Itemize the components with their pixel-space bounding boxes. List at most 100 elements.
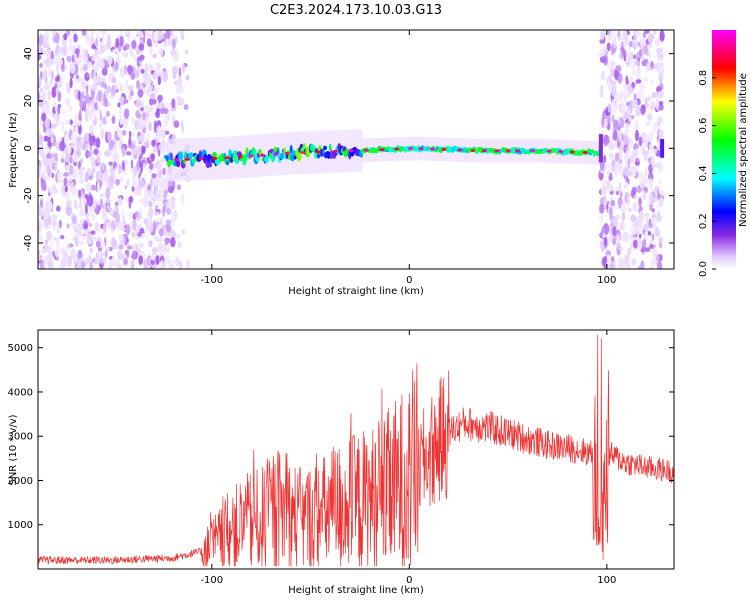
spectrogram-cell: [653, 30, 657, 33]
spectrogram-cell: [59, 30, 64, 36]
top-y-ticks: -40 -20 0 20 40: [23, 47, 674, 251]
spectrogram-cell: [95, 240, 101, 248]
spectrogram-cell: [157, 236, 163, 243]
spectrogram-cell: [168, 185, 174, 194]
spectrogram-cell: [143, 189, 149, 197]
spectrogram-cell: [608, 163, 612, 173]
spectrogram-cell: [610, 127, 613, 132]
top-x-ticks: -100 0 100: [200, 30, 616, 286]
spectrogram-cell: [108, 102, 111, 107]
spectrogram-cell: [94, 236, 97, 241]
spectrogram-cell: [607, 30, 611, 36]
y-tick-label: 20: [23, 95, 34, 108]
spectrogram-cell: [656, 231, 661, 236]
y-tick-label: 4000: [8, 387, 33, 398]
spectrogram-cell: [49, 163, 53, 170]
spectrogram-cell: [70, 124, 75, 131]
spectrogram-cell: [157, 75, 161, 86]
spectrogram-cell: [142, 195, 149, 208]
spectrogram-cell: [273, 152, 279, 156]
colorbar-tick-label: 0.6: [698, 118, 709, 134]
spectrogram-cell: [169, 259, 172, 268]
spectrogram-cell: [650, 258, 657, 266]
spectrogram-cell: [46, 152, 52, 159]
bottom-x-ticks: -100 0 100: [200, 330, 616, 586]
spectrogram-cell: [157, 102, 163, 110]
spectrogram-cell: [124, 30, 130, 35]
spectrogram-cell: [165, 130, 170, 135]
spectrogram-cell: [614, 205, 618, 211]
spectrogram-cell: [617, 36, 623, 41]
spectrogram-cell: [607, 103, 612, 114]
spectrogram-cell: [38, 53, 42, 61]
spectrogram-cell: [134, 69, 140, 79]
spectrogram-cell: [43, 88, 47, 101]
spectrogram-cell: [119, 67, 125, 78]
spectrogram-cell: [45, 57, 51, 67]
spectrogram-cell: [624, 254, 630, 263]
spectrogram-cell: [69, 77, 73, 89]
spectrogram-cell: [198, 157, 204, 161]
spectrogram-cell: [99, 198, 104, 208]
spectrogram-cell: [66, 255, 73, 268]
spectrogram-cell: [56, 79, 63, 89]
spectrogram-cell: [71, 121, 78, 127]
spectrogram-cell: [99, 257, 104, 265]
spectrogram-cell: [144, 63, 148, 72]
spectrogram-cell: [323, 145, 327, 151]
spectrogram-cell: [140, 233, 146, 238]
spectrogram-cell: [157, 194, 163, 207]
spectrogram-cell: [50, 188, 54, 198]
spectrogram-cell: [160, 260, 164, 266]
spectrogram-cell: [627, 92, 631, 97]
spectrogram-cell: [618, 256, 624, 267]
spectrogram-cell: [77, 90, 81, 101]
spectrogram-cell: [85, 203, 88, 215]
spectrogram-cell: [619, 221, 625, 231]
spectrogram-cell: [108, 246, 113, 252]
spectrogram-cell: [63, 33, 68, 41]
spectrogram-cell: [328, 143, 332, 151]
spectrogram-cell: [128, 210, 132, 220]
spectrogram-cell: [600, 70, 606, 80]
spectrogram-cell: [170, 237, 176, 248]
spectrogram-cell: [149, 190, 155, 201]
spectrogram-cell: [48, 48, 51, 54]
spectrogram-cell: [53, 113, 57, 124]
spectrogram-cell: [162, 192, 168, 199]
spectrogram-cell: [114, 167, 119, 172]
spectrogram-cell: [154, 103, 159, 109]
spectrogram-cell: [429, 147, 435, 151]
spectrogram-cell: [598, 212, 604, 224]
spectrogram-cell: [39, 63, 43, 68]
spectrogram-cell: [158, 47, 164, 57]
spectrogram-cell: [640, 260, 645, 269]
snr-frame: [37, 329, 675, 570]
colorbar-gradient: [712, 30, 736, 269]
spectrogram-cell: [644, 168, 648, 179]
spectrogram-cell: [94, 62, 97, 75]
spectrogram-cell: [106, 206, 112, 212]
spectrogram-cell: [648, 163, 653, 174]
spectrogram-cell: [48, 214, 51, 227]
spectrogram-cell: [647, 112, 653, 121]
spectrogram-cell: [626, 146, 629, 159]
spectrogram-cell: [110, 226, 114, 235]
spectrogram-cell: [117, 102, 121, 108]
spectrogram-cell: [137, 232, 142, 237]
spectrogram-cell: [124, 185, 128, 190]
spectrogram-cell: [95, 75, 102, 80]
spectrogram-cell: [610, 80, 617, 86]
spectrogram-cell: [130, 148, 137, 156]
spectrogram-cell: [148, 200, 153, 208]
spectrogram-cell: [128, 93, 132, 101]
spectrogram-cell: [144, 181, 148, 192]
spectrogram-cell: [613, 119, 619, 131]
spectrogram-cell: [599, 56, 606, 63]
spectrogram-cell: [167, 198, 170, 209]
spectrogram-cell: [64, 119, 69, 125]
spectrogram-cell: [119, 113, 124, 126]
spectrogram-cell: [179, 87, 185, 93]
spectrogram-cell: [91, 55, 95, 62]
spectrogram-cell: [120, 254, 126, 260]
